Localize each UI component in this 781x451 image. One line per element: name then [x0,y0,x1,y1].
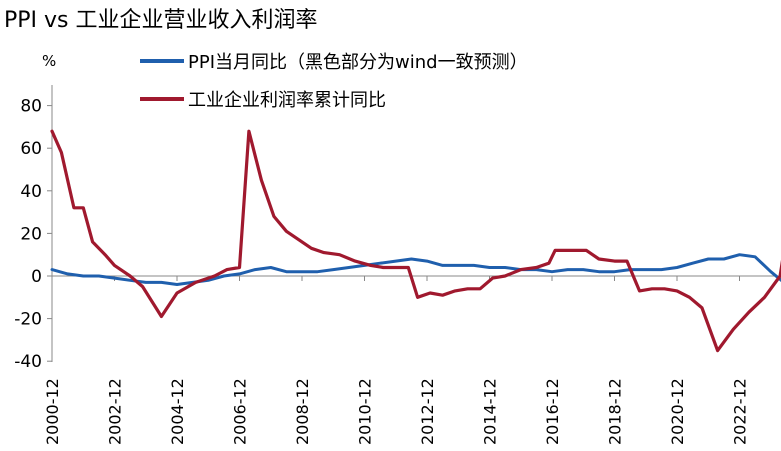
x-tick-label: 2020-12 [668,378,687,445]
y-tick-label: 60 [20,139,42,159]
legend-item-profit: 工业企业利润率累计同比 [140,87,386,111]
legend-label-profit: 工业企业利润率累计同比 [188,90,386,111]
legend-item-ppi: PPI当月同比（黑色部分为wind一致预测） [140,49,528,73]
y-axis-unit: % [42,52,57,70]
y-tick-label: 20 [20,224,42,244]
y-tick-label: 40 [20,182,42,202]
y-tick-label: -20 [14,310,42,330]
x-tick-label: 2022-12 [731,378,750,445]
x-tick-label: 2010-12 [356,378,375,445]
y-tick-label: 80 [20,97,42,117]
profit-series-line [50,129,781,353]
x-tick-label: 2012-12 [418,378,437,445]
ppi-series-line [50,253,781,286]
x-tick-label: 2006-12 [231,378,250,445]
x-tick-label: 2004-12 [168,378,187,445]
legend-swatch-ppi [140,59,184,63]
x-tick-label: 2002-12 [106,378,125,445]
x-tick-label: 2008-12 [293,378,312,445]
x-tick-label: 2000-12 [43,378,62,445]
x-tick-label: 2016-12 [543,378,562,445]
chart-title: PPI vs 工业企业营业收入利润率 [4,8,318,33]
legend-swatch-profit [140,97,184,101]
y-tick-label: 0 [31,267,42,287]
x-tick-label: 2018-12 [606,378,625,445]
legend-label-ppi: PPI当月同比（黑色部分为wind一致预测） [188,52,528,73]
x-tick-label: 2014-12 [481,378,500,445]
y-tick-label: -40 [14,352,42,372]
